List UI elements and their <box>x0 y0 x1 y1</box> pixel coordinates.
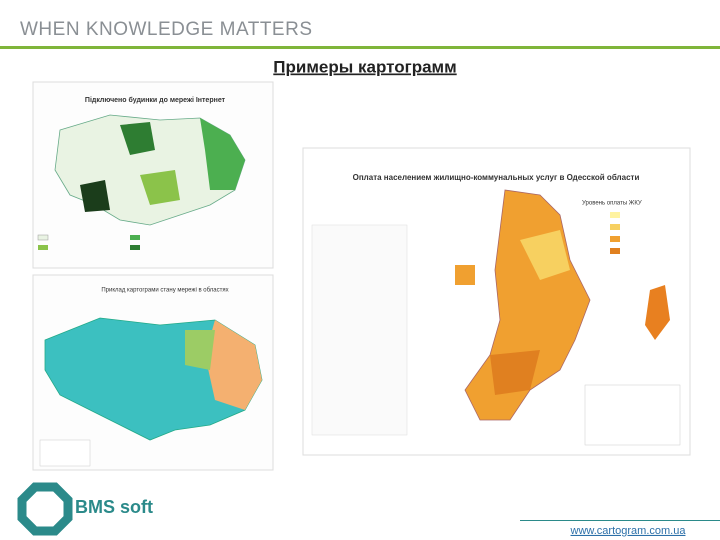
logo <box>17 482 73 536</box>
brand: BMS soft <box>75 497 153 517</box>
legend-swatch <box>610 248 620 254</box>
legend-title: Уровень оплаты ЖКУ <box>582 201 642 207</box>
legend-swatch <box>610 224 620 230</box>
map-title: Підключено будинки до мережі Інтернет <box>85 96 226 104</box>
header-rule <box>0 46 720 49</box>
region <box>120 122 155 155</box>
slide-title: Примеры картограмм <box>273 57 456 76</box>
logo-mark <box>17 482 73 536</box>
url[interactable]: www.cartogram.com.ua <box>570 525 687 537</box>
map-1: Підключено будинки до мережі Інтернет <box>32 81 274 269</box>
map-3: Оплата населением жилищно-коммунальных у… <box>302 147 691 456</box>
region <box>490 350 540 395</box>
region <box>140 170 180 205</box>
region <box>520 230 570 280</box>
slogan: WHEN KNOWLEDGE MATTERS <box>20 19 313 40</box>
region <box>200 118 245 190</box>
region <box>205 320 262 410</box>
legend-box <box>39 439 91 467</box>
map-2: Приклад картограми стану мережі в област… <box>32 274 274 471</box>
legend-swatch <box>38 245 48 250</box>
map-title: Приклад картограми стану мережі в област… <box>101 288 228 294</box>
region <box>80 180 110 212</box>
legend-swatch <box>130 235 140 240</box>
legend-swatch <box>610 236 620 242</box>
region <box>645 285 670 340</box>
legend-swatch <box>130 245 140 250</box>
footer-rule <box>520 520 720 521</box>
legend-swatch <box>610 212 620 218</box>
region <box>455 265 475 285</box>
map-title: Оплата населением жилищно-коммунальных у… <box>353 173 640 182</box>
legend-swatch <box>37 234 49 241</box>
inset-chart <box>584 384 681 446</box>
region <box>185 330 215 370</box>
district-list <box>311 224 408 436</box>
